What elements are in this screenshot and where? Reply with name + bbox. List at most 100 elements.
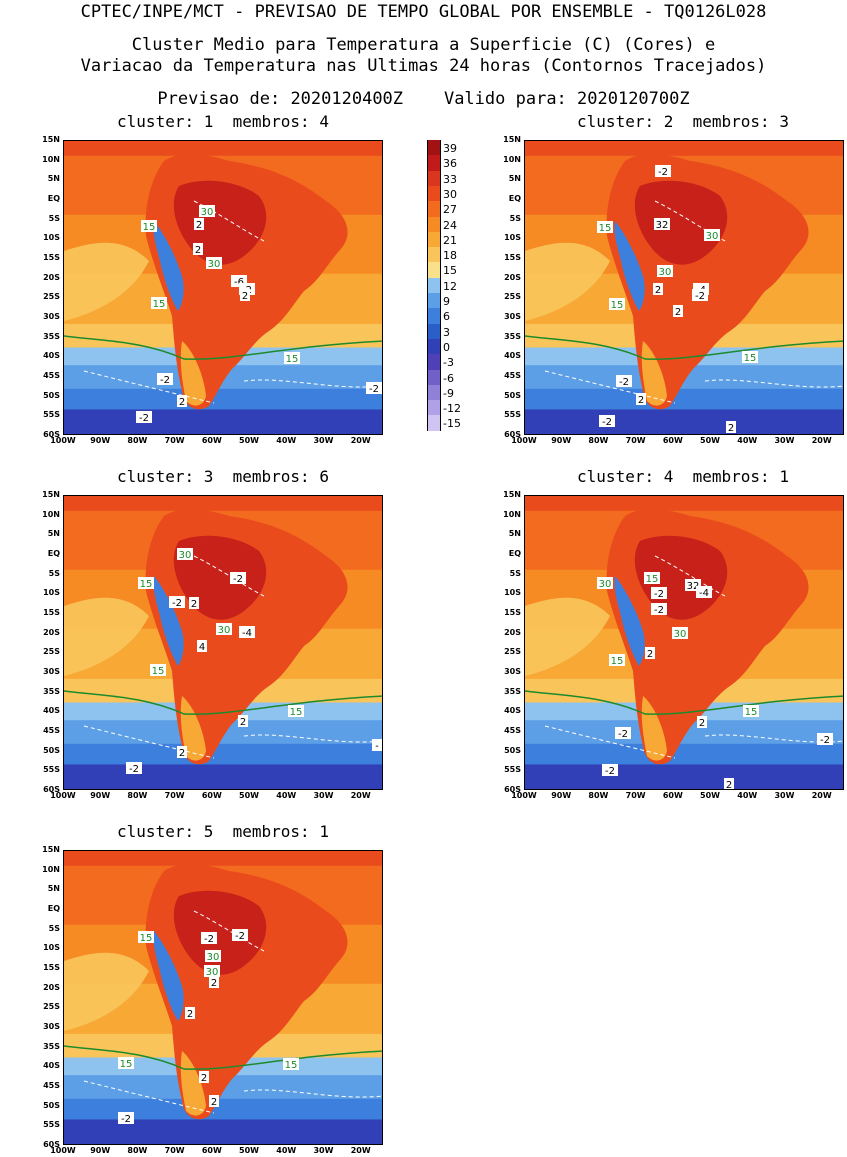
contour-label: -2 <box>651 603 667 616</box>
svg-text:2: 2 <box>211 978 217 989</box>
contour-label: 2 <box>673 305 683 318</box>
andes-cold-strip <box>614 576 645 666</box>
latitude-label: 25S <box>43 1002 60 1012</box>
svg-text:-2: -2 <box>654 589 664 600</box>
latitude-label: 50S <box>504 745 521 755</box>
svg-text:30: 30 <box>208 259 221 270</box>
longitude-label: 30W <box>313 436 334 445</box>
pacific-cool-region <box>64 597 149 676</box>
contour-label: 15 <box>742 351 758 364</box>
panel-title: cluster: 3 membros: 6 <box>117 467 329 486</box>
panel-title: cluster: 4 membros: 1 <box>577 467 789 486</box>
svg-text:-2: -2 <box>204 934 214 945</box>
latitude-label: 5S <box>509 213 521 223</box>
andes-cold-strip <box>614 221 645 311</box>
patagonia-region <box>180 1051 206 1116</box>
svg-text:-2: -2 <box>619 377 629 388</box>
contour-label: 2 <box>697 716 707 729</box>
latitude-label: 15N <box>42 845 60 854</box>
patagonia-region <box>180 341 206 406</box>
contour-label: 15 <box>138 931 154 944</box>
svg-text:30: 30 <box>206 967 219 978</box>
temperature-change-contour <box>243 379 382 388</box>
longitude-label: 40W <box>276 791 297 800</box>
contour-label: -2 <box>157 373 173 386</box>
longitude-label: 50W <box>700 436 721 445</box>
svg-text:2: 2 <box>187 1009 193 1020</box>
contour-label: -4 <box>239 626 255 639</box>
longitude-label: 30W <box>774 436 795 445</box>
latitude-label: 20S <box>43 627 60 637</box>
contour-label: -2 <box>230 572 246 585</box>
svg-text:32: 32 <box>656 220 669 231</box>
contour-label: -2 <box>651 587 667 600</box>
latitude-label: EQ <box>47 194 60 203</box>
latitude-label: 10N <box>42 154 60 164</box>
ocean-temperature-band <box>64 496 382 512</box>
contour-label: 15 <box>743 705 759 718</box>
longitude-label: 60W <box>201 436 222 445</box>
longitude-label: 90W <box>90 436 111 445</box>
latitude-label: 5N <box>508 174 521 184</box>
latitude-label: 30S <box>43 667 60 676</box>
contour-label: 2 <box>199 1071 209 1084</box>
svg-text:30: 30 <box>218 625 231 636</box>
colorbar-label: 15 <box>443 264 457 278</box>
svg-text:-2: -2 <box>233 574 243 585</box>
amazon-hot-core <box>173 890 267 975</box>
colorbar-segment <box>427 201 441 217</box>
latitude-label: 15S <box>43 253 60 262</box>
svg-text:-2: -2 <box>605 766 615 777</box>
latitude-label: 10N <box>42 864 60 874</box>
latitude-label: 55S <box>43 1120 60 1130</box>
svg-text:15: 15 <box>290 707 303 718</box>
ocean-temperature-band <box>64 743 382 766</box>
latitude-label: 25S <box>43 292 60 302</box>
contour-label: -2 <box>602 764 618 777</box>
colorbar-segment <box>427 231 441 248</box>
ocean-temperature-band <box>525 764 843 789</box>
colorbar-segment <box>427 216 441 233</box>
longitude-label: 100W <box>50 1146 76 1155</box>
svg-text:32: 32 <box>687 581 700 592</box>
map-panel: 15 30 32 -2 -4 -2 30 2 15 15 2 -2 -2 -2 2 <box>524 495 844 790</box>
pacific-cool-region <box>64 952 149 1031</box>
contour-label: 2 <box>209 1095 219 1108</box>
contour-label: 2 <box>189 597 199 610</box>
latitude-label: 15N <box>42 490 60 499</box>
contour-label: 15 <box>151 297 167 310</box>
latitude-label: 45S <box>504 726 521 735</box>
contour-label: 15 <box>609 298 625 311</box>
svg-text:15: 15 <box>152 666 165 677</box>
svg-text:2: 2 <box>655 285 661 296</box>
longitude-label: 100W <box>50 436 76 445</box>
svg-text:-2: -2 <box>695 291 705 302</box>
latitude-label: 60S <box>43 430 60 439</box>
svg-text:2: 2 <box>201 1073 207 1084</box>
longitude-label: 70W <box>625 791 646 800</box>
colorbar-segment <box>427 247 441 263</box>
contour-label: -2 <box>136 411 152 424</box>
andes-cold-strip <box>153 931 184 1021</box>
latitude-label: 40S <box>504 351 521 361</box>
pacific-cool-region <box>64 242 149 321</box>
header-dates: Previsao de: 2020120400Z Valido para: 20… <box>157 89 690 109</box>
colorbar-segment <box>427 155 441 172</box>
longitude-label: 80W <box>127 1146 148 1155</box>
longitude-label: 20W <box>350 436 371 445</box>
latitude-label: 30S <box>504 312 521 321</box>
svg-text:15: 15 <box>744 353 757 364</box>
contour-label: 30 <box>216 623 232 636</box>
svg-text:2: 2 <box>699 718 705 729</box>
patagonia-region <box>641 696 667 761</box>
contour-label: 32 <box>654 218 670 231</box>
contour-label: -2 <box>201 932 217 945</box>
latitude-label: 15S <box>43 963 60 972</box>
svg-text:2: 2 <box>211 1097 217 1108</box>
contour-label: 30 <box>204 965 220 978</box>
ocean-temperature-band <box>64 388 382 411</box>
contour-label: 2 <box>645 647 655 660</box>
contour-label: 15 <box>288 705 304 718</box>
latitude-label: 40S <box>504 706 521 716</box>
longitude-label: 40W <box>737 436 758 445</box>
